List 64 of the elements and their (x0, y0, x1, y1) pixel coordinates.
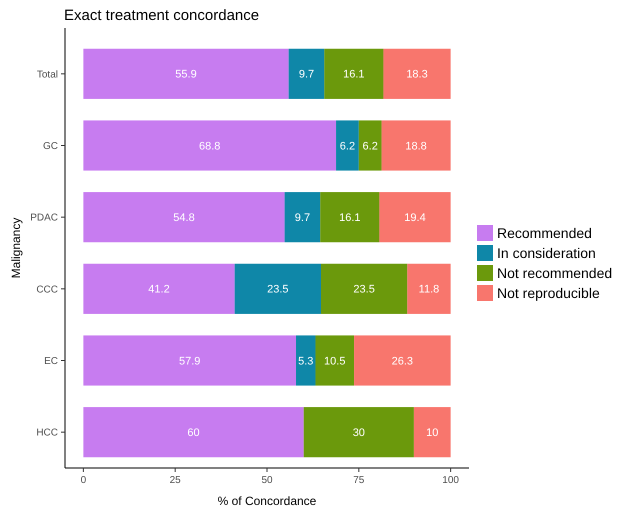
bar (324, 48, 384, 99)
bar (354, 335, 451, 386)
y-tick-label: HCC (36, 428, 58, 439)
data-label: 18.8 (405, 140, 427, 152)
chart-title: Exact treatment concordance (64, 7, 260, 24)
data-label: 5.3 (298, 355, 314, 368)
legend-label: In consideration (497, 244, 596, 261)
data-label: 68.8 (198, 140, 220, 152)
data-label: 30 (352, 427, 365, 440)
legend-label: Not reproducible (497, 284, 600, 301)
bar (83, 264, 235, 314)
bar (83, 120, 336, 171)
bar (358, 120, 382, 171)
bar (83, 335, 296, 386)
bar (336, 120, 359, 171)
y-tick-label: Total (36, 69, 58, 80)
x-tick-label: 25 (170, 475, 182, 486)
bar (320, 264, 408, 314)
data-label: 9.7 (298, 68, 314, 81)
bar (407, 264, 451, 314)
y-tick-label: PDAC (30, 212, 58, 224)
y-tick-label: EC (44, 356, 58, 367)
legend-label: Not recommended (497, 264, 612, 281)
bar (315, 335, 354, 386)
data-label: 10.5 (324, 355, 346, 368)
bar (383, 48, 451, 99)
bar (83, 192, 285, 242)
x-tick-label: 0 (80, 475, 87, 486)
data-label: 41.2 (148, 284, 170, 296)
data-label: 11.8 (418, 284, 440, 296)
data-label: 10 (426, 427, 438, 440)
bar (83, 407, 304, 458)
bar (83, 48, 289, 99)
x-tick-label: 75 (353, 475, 365, 486)
bar (414, 407, 451, 458)
bar (296, 335, 316, 386)
x-tick-label: 100 (442, 475, 460, 486)
data-label: 60 (187, 427, 200, 440)
bar (320, 192, 380, 242)
data-label: 6.2 (362, 140, 378, 152)
bar (288, 48, 324, 99)
x-tick-label: 50 (261, 475, 273, 486)
y-axis-title: Malignancy (9, 218, 23, 278)
bar (304, 407, 414, 458)
x-axis-title: % of Concordance (218, 494, 317, 508)
bar (284, 192, 320, 242)
data-label: 57.9 (178, 355, 200, 368)
data-label: 26.3 (392, 355, 414, 368)
data-label: 6.2 (340, 140, 356, 152)
legend-label: Recommended (497, 224, 592, 241)
bar (379, 192, 451, 242)
data-label: 18.3 (406, 68, 428, 81)
data-label: 23.5 (267, 284, 289, 296)
y-tick-label: GC (43, 141, 58, 152)
data-label: 54.8 (173, 212, 195, 224)
bar (382, 120, 451, 171)
bar (234, 264, 321, 314)
data-label: 55.9 (175, 68, 197, 81)
data-label: 16.1 (343, 68, 365, 81)
data-label: 16.1 (339, 212, 361, 224)
y-tick-label: CCC (36, 284, 58, 296)
data-label: 9.7 (294, 212, 310, 224)
data-label: 19.4 (404, 212, 426, 224)
data-label: 23.5 (353, 284, 375, 296)
